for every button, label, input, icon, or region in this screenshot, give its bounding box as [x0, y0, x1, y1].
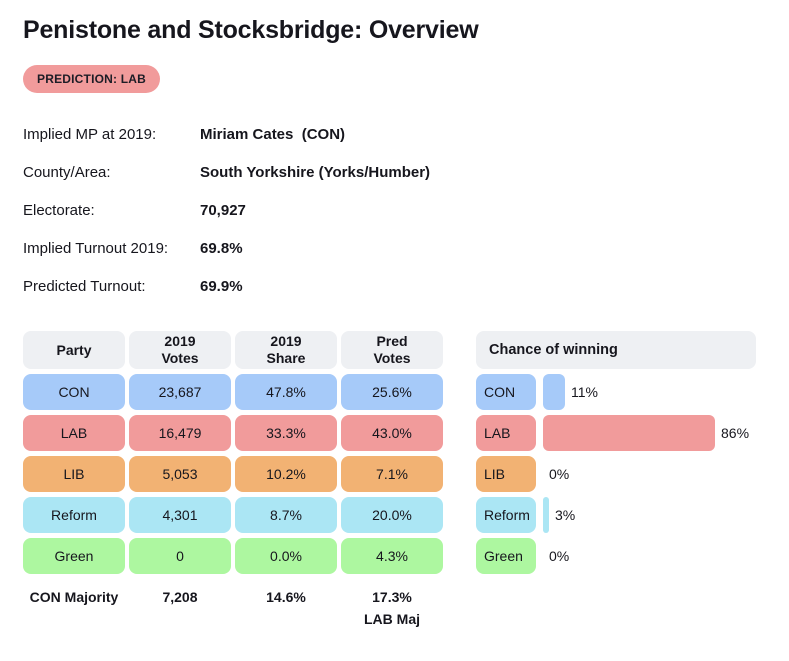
chance-row-lib: LIB 0%: [476, 456, 756, 492]
votes-2019-cell-reform: 4,301: [129, 497, 231, 533]
chance-panel-title: Chance of winning: [476, 331, 756, 369]
column-header-2019-share: 2019 Share: [235, 331, 337, 369]
chance-row-reform: Reform 3%: [476, 497, 756, 533]
column-header-2019-votes: 2019 Votes: [129, 331, 231, 369]
chance-bar: [543, 497, 549, 533]
majority-votes: 7,208: [162, 589, 198, 605]
chance-of-winning-panel: Chance of winning CON 11% LAB 86% LIB 0%…: [476, 331, 756, 579]
party-cell-green: Green: [23, 538, 125, 574]
pred-votes-cell-reform: 20.0%: [341, 497, 443, 533]
info-value: 69.9%: [200, 278, 243, 295]
chance-row-lab: LAB 86%: [476, 415, 756, 451]
header-line: 2019: [164, 333, 196, 350]
info-row-implied-turnout: Implied Turnout 2019: 69.8%: [23, 240, 789, 257]
prediction-badge: PREDICTION: LAB: [23, 65, 160, 93]
column-header-pred-votes: Pred Votes: [341, 331, 443, 369]
results-table: Party 2019 Votes 2019 Share Pred Votes CON …: [23, 331, 443, 627]
majority-pred-value: 17.3%: [372, 589, 412, 605]
pred-votes-cell-green: 4.3%: [341, 538, 443, 574]
chance-percentage: 11%: [571, 384, 598, 400]
header-line: Party: [56, 341, 92, 358]
info-label: Predicted Turnout:: [23, 278, 146, 295]
party-cell-con: CON: [23, 374, 125, 410]
party-cell-lib: LIB: [23, 456, 125, 492]
votes-2019-cell-lab: 16,479: [129, 415, 231, 451]
majority-share: 14.6%: [266, 589, 306, 605]
pred-votes-cell-lib: 7.1%: [341, 456, 443, 492]
chance-party-label: Green: [476, 538, 536, 574]
info-value: South Yorkshire (Yorks/Humber): [200, 164, 431, 181]
info-label: County/Area:: [23, 164, 111, 181]
info-label: Electorate:: [23, 202, 95, 219]
chance-row-green: Green 0%: [476, 538, 756, 574]
constituency-info: Implied MP at 2019: Miriam Cates (CON) C…: [23, 126, 789, 295]
chance-percentage: 0%: [549, 548, 570, 564]
header-line: Share: [266, 350, 306, 366]
majority-pred-party: LAB Maj: [364, 611, 420, 627]
chance-party-label: LAB: [476, 415, 536, 451]
info-label: Implied Turnout 2019:: [23, 240, 169, 257]
chance-bar: [543, 415, 715, 451]
votes-2019-cell-lib: 5,053: [129, 456, 231, 492]
results-grid: Party 2019 Votes 2019 Share Pred Votes CON …: [23, 331, 443, 574]
votes-2019-cell-con: 23,687: [129, 374, 231, 410]
page: Penistone and Stocksbridge: Overview PRE…: [23, 16, 789, 627]
header-line: 2019: [270, 333, 302, 350]
chance-percentage: 0%: [549, 466, 570, 482]
chance-party-label: Reform: [476, 497, 536, 533]
info-label: Implied MP at 2019:: [23, 126, 157, 143]
party-cell-lab: LAB: [23, 415, 125, 451]
share-2019-cell-lab: 33.3%: [235, 415, 337, 451]
page-title: Penistone and Stocksbridge: Overview: [23, 16, 479, 44]
votes-2019-cell-green: 0: [129, 538, 231, 574]
info-row-electorate: Electorate: 70,927: [23, 202, 789, 219]
majority-label: CON Majority: [29, 589, 119, 605]
chance-percentage: 3%: [555, 507, 576, 523]
info-value: 69.8%: [200, 240, 243, 257]
header-line: Votes: [161, 350, 199, 366]
info-row-implied-mp: Implied MP at 2019: Miriam Cates (CON): [23, 126, 789, 143]
chance-percentage: 86%: [721, 425, 750, 441]
chance-party-label: LIB: [476, 456, 536, 492]
share-2019-cell-con: 47.8%: [235, 374, 337, 410]
share-2019-cell-lib: 10.2%: [235, 456, 337, 492]
info-value: 70,927: [200, 202, 246, 219]
share-2019-cell-reform: 8.7%: [235, 497, 337, 533]
share-2019-cell-green: 0.0%: [235, 538, 337, 574]
pred-votes-cell-con: 25.6%: [341, 374, 443, 410]
info-value: Miriam Cates (CON): [200, 126, 346, 143]
info-row-predicted-turnout: Predicted Turnout: 69.9%: [23, 278, 789, 295]
header-line: Pred: [376, 333, 408, 350]
column-header-party: Party: [23, 331, 125, 369]
info-row-county-area: County/Area: South Yorkshire (Yorks/Humb…: [23, 164, 789, 181]
party-cell-reform: Reform: [23, 497, 125, 533]
header-line: Votes: [373, 350, 411, 366]
pred-votes-cell-lab: 43.0%: [341, 415, 443, 451]
chance-bar: [543, 374, 565, 410]
chance-row-con: CON 11%: [476, 374, 756, 410]
results-section: Party 2019 Votes 2019 Share Pred Votes CON …: [23, 331, 789, 627]
majority-row: CON Majority 7,208 14.6% 17.3% LAB Maj: [23, 589, 443, 627]
chance-party-label: CON: [476, 374, 536, 410]
majority-pred: 17.3% LAB Maj: [341, 589, 443, 627]
